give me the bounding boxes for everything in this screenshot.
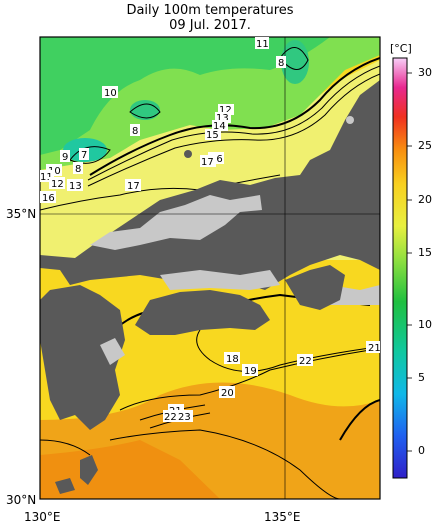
contour-label: 19 [242, 364, 258, 377]
grid-lines [40, 37, 380, 499]
land-kyushu [40, 285, 125, 430]
land-kii [285, 265, 345, 310]
svg-text:20: 20 [221, 388, 234, 399]
contour-label: 7 [79, 148, 89, 161]
lon-label-130E: 130°E [24, 510, 61, 524]
svg-text:14: 14 [213, 121, 226, 132]
svg-text:13: 13 [69, 181, 82, 192]
svg-text:8: 8 [75, 164, 81, 175]
contour-label: 11 [255, 37, 269, 50]
svg-text:22: 22 [164, 412, 177, 423]
colorbar-tick-25: 25 [418, 139, 432, 152]
svg-text:9: 9 [62, 152, 68, 163]
svg-text:17: 17 [127, 181, 140, 192]
contour-label: 17 [200, 155, 216, 168]
contour-number-labels: 11 8 10 8 12 13 14 15 9 7 8 10 11 12 13 … [40, 37, 381, 423]
contour-label: 18 [224, 352, 240, 365]
svg-text:12: 12 [219, 105, 232, 116]
contour-label: 13 [67, 179, 83, 192]
svg-text:22: 22 [299, 356, 312, 367]
colorbar-tick-15: 15 [418, 246, 432, 259]
contour-label: 22 [297, 354, 313, 367]
contour-label: 20 [219, 386, 235, 399]
svg-text:17: 17 [201, 157, 214, 168]
svg-text:11: 11 [40, 172, 53, 183]
contour-label: 15 [205, 129, 221, 141]
map-area [40, 37, 380, 499]
colorbar-tick-30: 30 [418, 66, 432, 79]
land-shikoku [135, 290, 270, 335]
contour-label: 16 [40, 191, 56, 204]
map-title: Daily 100m temperatures [126, 3, 294, 18]
svg-text:21: 21 [368, 343, 381, 354]
svg-text:16: 16 [210, 154, 223, 165]
colorbar-tick-20: 20 [418, 193, 432, 206]
contour-label: 8 [130, 124, 140, 137]
contour-label: 13 [215, 112, 231, 124]
contour-label: 10 [102, 86, 118, 99]
map-date: 09 Jul. 2017. [169, 18, 251, 33]
colorbar [392, 57, 412, 479]
contour-label: 8 [73, 162, 83, 175]
colorbar-tick-10: 10 [418, 318, 432, 331]
svg-text:12: 12 [51, 179, 64, 190]
svg-text:23: 23 [178, 412, 191, 423]
svg-text:7: 7 [81, 150, 87, 161]
svg-text:18: 18 [226, 354, 239, 365]
contour-label: 17 [125, 179, 141, 192]
contour-label: 9 [60, 150, 70, 163]
svg-text:13: 13 [216, 113, 229, 124]
lat-label-35N: 35°N [6, 207, 37, 221]
contour-label: 23 [177, 410, 193, 423]
svg-text:16: 16 [42, 193, 55, 204]
contour-label: 12 [49, 177, 65, 190]
contour-label: 22 [163, 410, 179, 423]
contour-label: 21 [366, 341, 381, 354]
colorbar-unit: [°C] [390, 42, 412, 55]
svg-text:10: 10 [48, 166, 61, 177]
svg-text:19: 19 [244, 366, 257, 377]
contour-label: 12 [218, 104, 234, 116]
contour-label: 8 [276, 56, 286, 69]
svg-text:8: 8 [278, 58, 284, 69]
svg-text:10: 10 [104, 88, 117, 99]
map-frame [39, 36, 381, 500]
land-tanegashima [80, 455, 98, 485]
svg-text:15: 15 [206, 130, 219, 141]
colorbar-tick-0: 0 [418, 444, 425, 457]
svg-text:8: 8 [132, 126, 138, 137]
lon-label-135E: 135°E [264, 510, 301, 524]
svg-text:11: 11 [256, 39, 269, 50]
colorbar-tick-5: 5 [418, 371, 425, 384]
contour-label: 14 [212, 120, 228, 132]
lat-label-30N: 30°N [6, 493, 37, 507]
land-light-coast [90, 195, 262, 250]
